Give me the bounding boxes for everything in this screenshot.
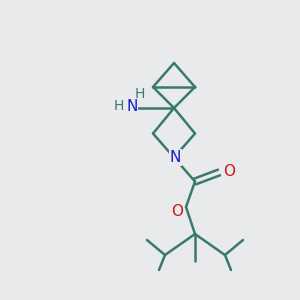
- Text: H: H: [134, 88, 145, 101]
- Text: N: N: [126, 99, 138, 114]
- Text: O: O: [224, 164, 236, 178]
- Text: H: H: [113, 100, 124, 113]
- Text: O: O: [171, 204, 183, 219]
- Text: N: N: [170, 150, 181, 165]
